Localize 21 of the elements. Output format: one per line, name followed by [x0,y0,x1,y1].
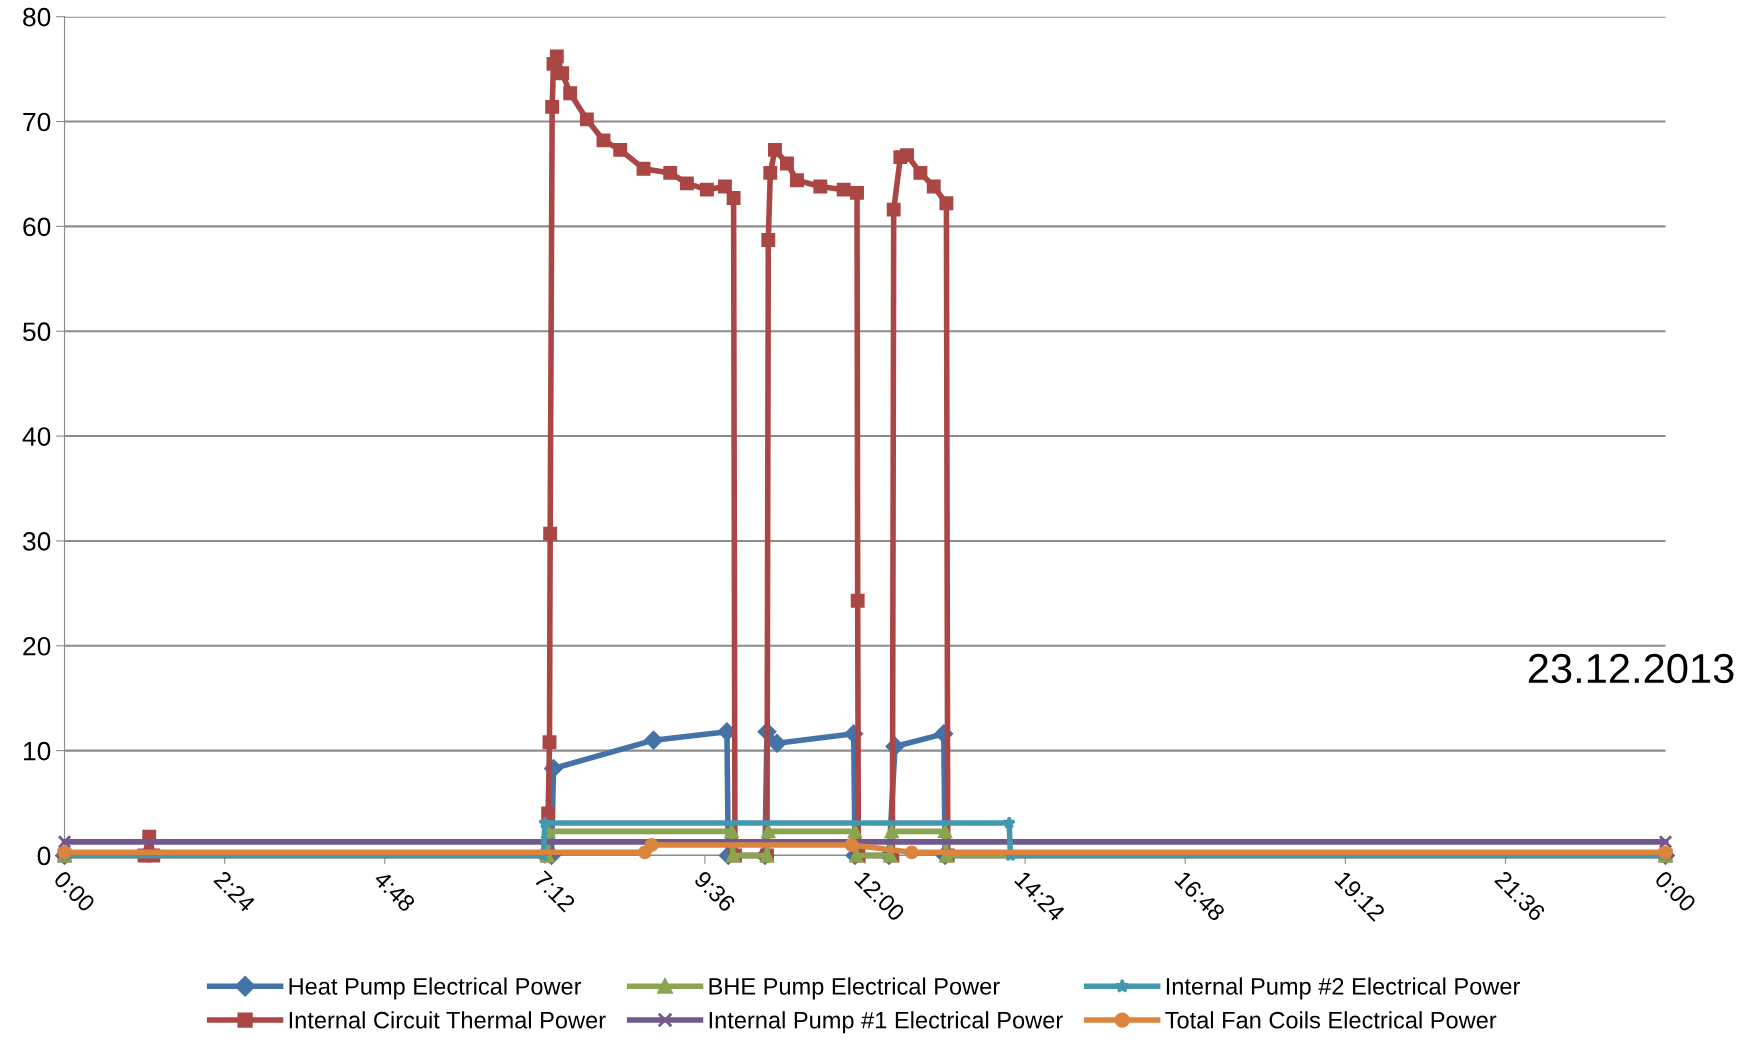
legend-label: Total Fan Coils Electrical Power [1165,1011,1497,1029]
legend-label: Internal Pump #1 Electrical Power [709,1011,1063,1034]
y-tick-label: 10 [24,741,51,761]
x-tick-label: 2:24 [213,869,257,913]
y-tick-label: 70 [23,112,51,132]
legend-label: Internal Circuit Thermal Power [289,1011,606,1029]
annotation: 23.12.2013 [1528,653,1734,684]
legend-label: Heat Pump Electrical Power [289,977,582,1000]
y-tick-label: 20 [23,636,51,656]
y-tick-label: 60 [23,217,51,237]
y-tick-label: 40 [22,427,51,446]
y-tick-label: 80 [23,7,51,27]
y-tick-label: 30 [22,532,51,551]
y-tick-label: 50 [23,322,51,342]
legend-label: BHE Pump Electrical Power [709,977,1000,1000]
legend-label: Internal Pump #2 Electrical Power [1166,977,1520,1000]
x-tick-label: 4:48 [372,869,417,913]
x-tick-label: 0:00 [1653,869,1697,913]
y-tick-label: 0 [37,846,51,866]
x-tick-label: 9:36 [693,869,737,913]
x-tick-label: 0:00 [52,869,96,913]
